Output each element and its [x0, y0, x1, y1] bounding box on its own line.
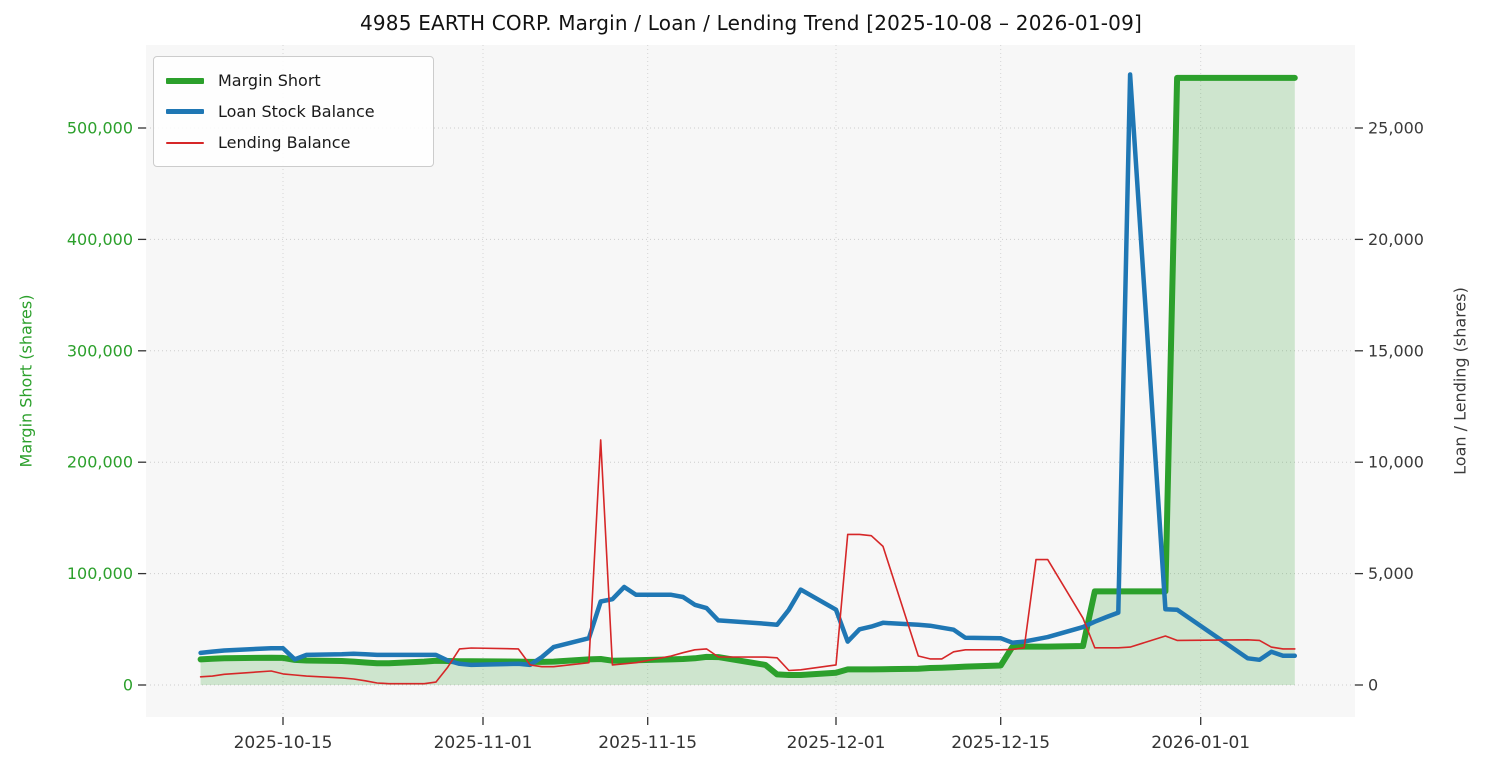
margin-short-fill: [200, 77, 1295, 685]
legend-label: Margin Short: [218, 71, 321, 90]
x-tick-label: 2025-11-01: [434, 733, 533, 753]
left-tick-label: 200,000: [67, 453, 133, 472]
left-tick-label: 500,000: [67, 119, 133, 138]
legend-label: Lending Balance: [218, 133, 351, 152]
x-tick-label: 2025-12-01: [787, 733, 886, 753]
legend-item-lending-balance: Lending Balance: [166, 127, 421, 158]
right-tick-label: 0: [1368, 676, 1378, 695]
left-tick-label: 400,000: [67, 230, 133, 249]
lending-balance-line-swatch: [166, 141, 204, 144]
legend-item-loan-stock-balance: Loan Stock Balance: [166, 96, 421, 127]
legend-item-margin-short: Margin Short: [166, 65, 421, 96]
legend: Margin Short Loan Stock Balance Lending …: [153, 56, 434, 167]
right-tick-label: 10,000: [1368, 453, 1424, 472]
legend-label: Loan Stock Balance: [218, 102, 375, 121]
margin-short-line: [197, 74, 1298, 678]
x-tick-label: 2025-12-15: [951, 733, 1050, 753]
lending-balance-line: [199, 439, 1296, 685]
x-tick-label: 2025-11-15: [598, 733, 697, 753]
left-tick-label: 100,000: [67, 564, 133, 583]
right-tick-label: 15,000: [1368, 341, 1424, 360]
right-tick-label: 25,000: [1368, 119, 1424, 138]
left-tick-label: 0: [123, 676, 133, 695]
chart-title: 4985 EARTH CORP. Margin / Loan / Lending…: [359, 11, 1143, 35]
loan-stock-balance-line: [198, 72, 1298, 668]
x-tick-label: 2026-01-01: [1151, 733, 1250, 753]
margin-short-line-swatch: [166, 77, 204, 84]
right-tick-label: 20,000: [1368, 230, 1424, 249]
left-tick-label: 300,000: [67, 341, 133, 360]
x-tick-label: 2025-10-15: [234, 733, 333, 753]
right-tick-label: 5,000: [1368, 564, 1414, 583]
loan-stock-balance-line-swatch: [166, 109, 204, 114]
